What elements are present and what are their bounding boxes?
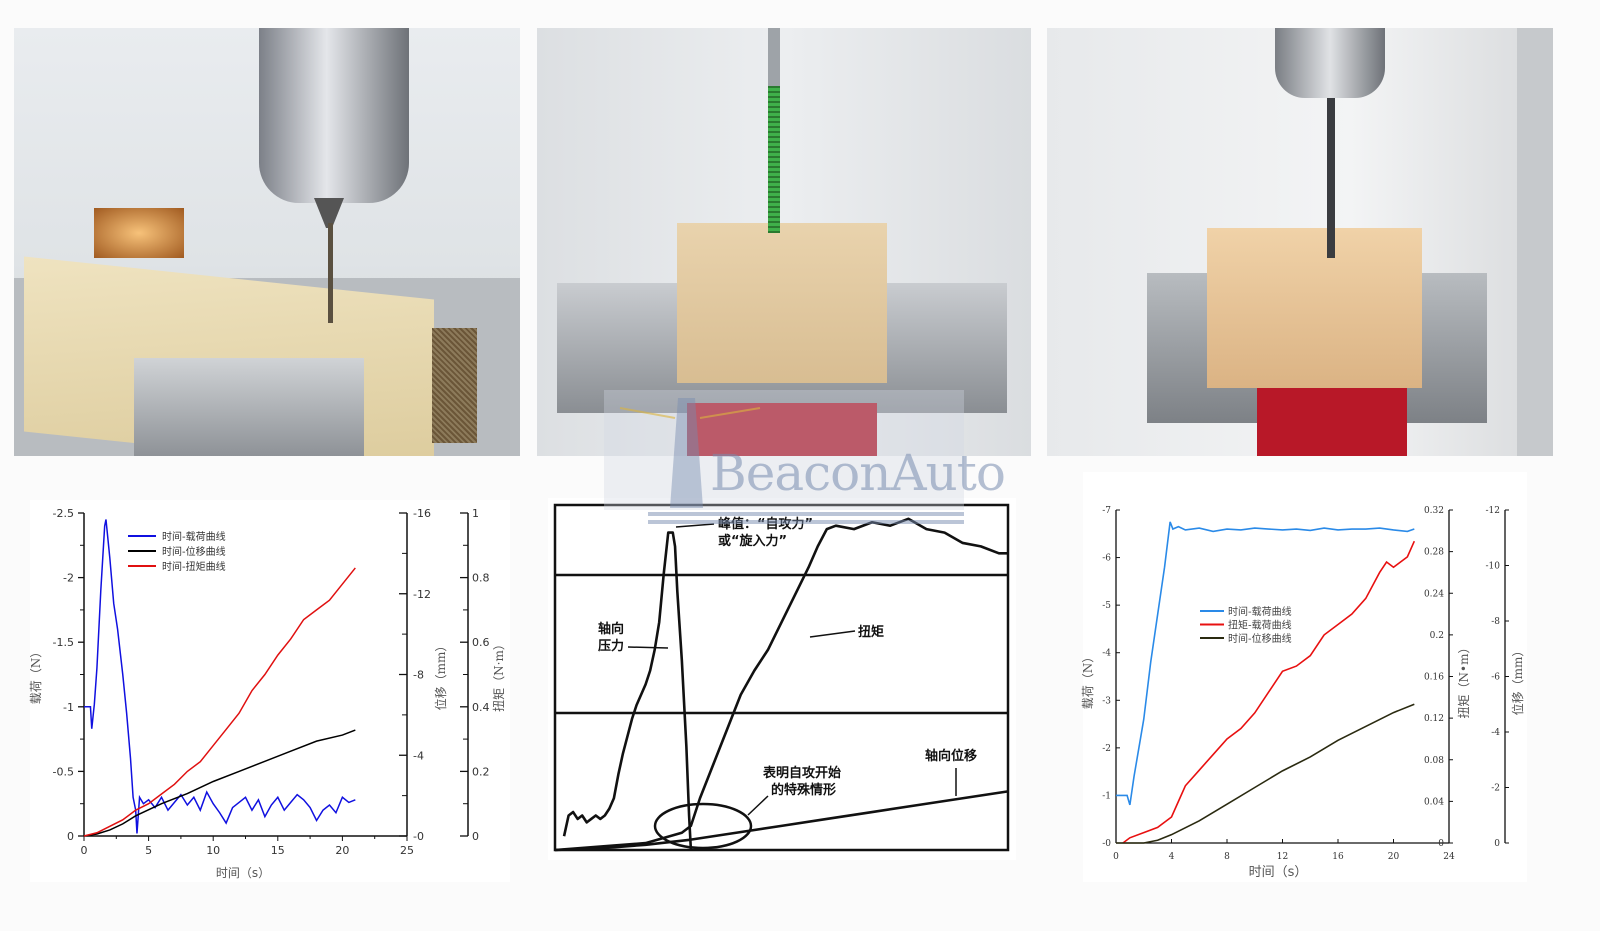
chart3-y3-axis-tick-label: -6 [1491, 673, 1500, 683]
chart2-annotation: 轴向位移 [925, 748, 977, 764]
chart3-legend-label: 时间-载荷曲线 [1228, 605, 1292, 618]
chart3-y3-axis-tick-label: -12 [1486, 506, 1501, 516]
chart1-y-label: 载荷（N） [29, 646, 43, 705]
chart1-legend-label: 时间-位移曲线 [162, 545, 226, 558]
chart1-y2-axis-tick-label: -12 [413, 588, 431, 601]
chart1-y3-label: 扭矩（N·m） [492, 638, 506, 712]
chart3-y2-axis-tick-label: 0.16 [1424, 673, 1444, 683]
chart1-x-tick-label: 15 [271, 844, 285, 857]
chart3-y2-label: 扭矩（N•m） [1457, 642, 1471, 719]
chart1-y2-axis-tick-label: -0 [413, 830, 424, 843]
chart2-annotation: 的特殊情形 [771, 782, 836, 798]
chart3-y-axis-tick-label: -7 [1102, 506, 1111, 516]
chart3-y-label: 载荷（N） [1081, 651, 1095, 710]
chart3-y2-axis-tick-label: 0.08 [1424, 756, 1444, 766]
chart3-x-tick-label: 24 [1443, 852, 1455, 862]
chart3-y-axis-tick-label: -3 [1102, 696, 1111, 706]
photo-screw-insertion [537, 28, 1031, 456]
chart1-series-line [83, 567, 356, 837]
chart3-series-line [1122, 540, 1416, 844]
chart1-y2-axis-tick-label: -16 [413, 507, 431, 520]
chart1-y-axis-tick-label: -1 [63, 701, 74, 714]
chart2-annotation-arrow [627, 646, 669, 649]
chart3-x-tick-label: 12 [1277, 852, 1288, 862]
chart1-y-axis-tick-label: 0 [67, 830, 74, 843]
chart2-annotation-arrow [747, 795, 769, 816]
chart3-y3-axis-tick-label: 0 [1494, 839, 1500, 849]
chart1-y-axis-tick-label: -2 [63, 572, 74, 585]
chart1-y3-axis-tick-label: 0.6 [472, 636, 490, 649]
chart3-y-axis-tick-label: -2 [1102, 744, 1111, 754]
chart3-y3-axis-tick-label: -8 [1491, 617, 1500, 627]
chart2-series-轴向压力 [562, 531, 693, 851]
chart3-x-tick-label: 16 [1332, 852, 1344, 862]
chart1-y-axis-tick-label: -1.5 [53, 636, 74, 649]
chart3-y2-axis-tick-label: 0.24 [1424, 589, 1444, 599]
chart3-y-axis-tick-label: -1 [1102, 791, 1111, 801]
chart1-x-tick-label: 20 [335, 844, 349, 857]
chart1-y2-axis-tick-label: -8 [413, 669, 424, 682]
chart3-y-axis-tick-label: -4 [1102, 649, 1111, 659]
photo-drilling-test [14, 28, 520, 456]
chart3-y2-axis-tick-label: 0.32 [1424, 506, 1444, 516]
chart3-x-tick-label: 4 [1169, 852, 1175, 862]
chart1-y2-axis-tick-label: -4 [413, 749, 424, 762]
chart3-x-tick-label: 20 [1388, 852, 1400, 862]
chart3-y-axis-tick-label: -5 [1102, 601, 1111, 611]
chart2-highlight-ellipse [653, 802, 753, 850]
chart3-y2-axis-tick-label: 0.12 [1424, 714, 1444, 724]
chart1-series-line [83, 729, 356, 837]
chart1-y3-axis-tick-label: 0.4 [472, 701, 490, 714]
chart3-series-line [1116, 521, 1415, 806]
chart3-x-label: 时间（s） [1249, 865, 1308, 880]
chart1-x-tick-label: 5 [145, 844, 152, 857]
chart3-x-tick-label: 0 [1113, 852, 1119, 862]
chart2-frame [553, 503, 1010, 852]
chart3-y3-axis-tick-label: -2 [1491, 784, 1500, 794]
chart3-y2-axis-tick-label: 0 [1438, 839, 1444, 849]
chart3-y2-axis-tick-label: 0.04 [1424, 797, 1444, 807]
photo-screwdriver-test [1047, 28, 1553, 456]
chart3-legend-label: 时间-位移曲线 [1228, 632, 1292, 645]
chart3-y2-axis-tick-label: 0.2 [1430, 631, 1444, 641]
chart3-y-axis-tick-label: -0 [1102, 839, 1111, 849]
chart1-y-axis-tick-label: -2.5 [53, 507, 74, 520]
chart2-annotation: 压力 [598, 638, 624, 654]
watermark-logo: BeaconAuto [600, 388, 1006, 528]
chart2-annotation: 表明自攻开始 [762, 765, 841, 781]
chart3-legend-label: 扭矩-载荷曲线 [1228, 619, 1292, 632]
chart3-x-tick-label: 8 [1224, 852, 1230, 862]
chart3-y3-label: 位移（mm） [1510, 645, 1525, 716]
chart2-series-轴向位移 [554, 790, 1009, 852]
chart2-annotation-arrow [675, 523, 715, 528]
chart1-x-tick-label: 0 [81, 844, 88, 857]
chart1-x-tick-label: 25 [400, 844, 414, 857]
chart3-y-axis-tick-label: -6 [1102, 554, 1111, 564]
chart2-annotation-arrow [809, 630, 856, 638]
chart1-legend-label: 时间-载荷曲线 [162, 530, 226, 543]
chart2-annotation: 轴向 [598, 621, 624, 637]
chart1-y3-axis-tick-label: 0.8 [472, 572, 490, 585]
chart-2-panel [548, 498, 1016, 860]
chart2-annotation: 或“旋入力” [718, 533, 787, 549]
watermark-text: BeaconAuto [710, 444, 1006, 502]
chart1-y-axis-tick-label: -0.5 [53, 765, 74, 778]
chart1-y2-label: 位移（mm） [433, 640, 448, 711]
chart1-legend-label: 时间-扭矩曲线 [162, 560, 226, 573]
chart3-y3-axis-tick-label: -10 [1486, 562, 1501, 572]
chart3-y3-axis-tick-label: -4 [1491, 728, 1500, 738]
chart1-x-label: 时间（s） [216, 866, 270, 880]
chart1-x-tick-label: 10 [206, 844, 220, 857]
chart3-series-line [1116, 703, 1415, 844]
chart1-series-line [84, 519, 356, 834]
chart2-annotation: 扭矩 [858, 624, 884, 640]
chart1-y3-axis-tick-label: 0 [472, 830, 479, 843]
chart1-y3-axis-tick-label: 1 [472, 507, 479, 520]
chart3-y2-axis-tick-label: 0.28 [1424, 548, 1444, 558]
chart1-y3-axis-tick-label: 0.2 [472, 765, 490, 778]
chart2-series-扭矩 [554, 517, 1008, 852]
